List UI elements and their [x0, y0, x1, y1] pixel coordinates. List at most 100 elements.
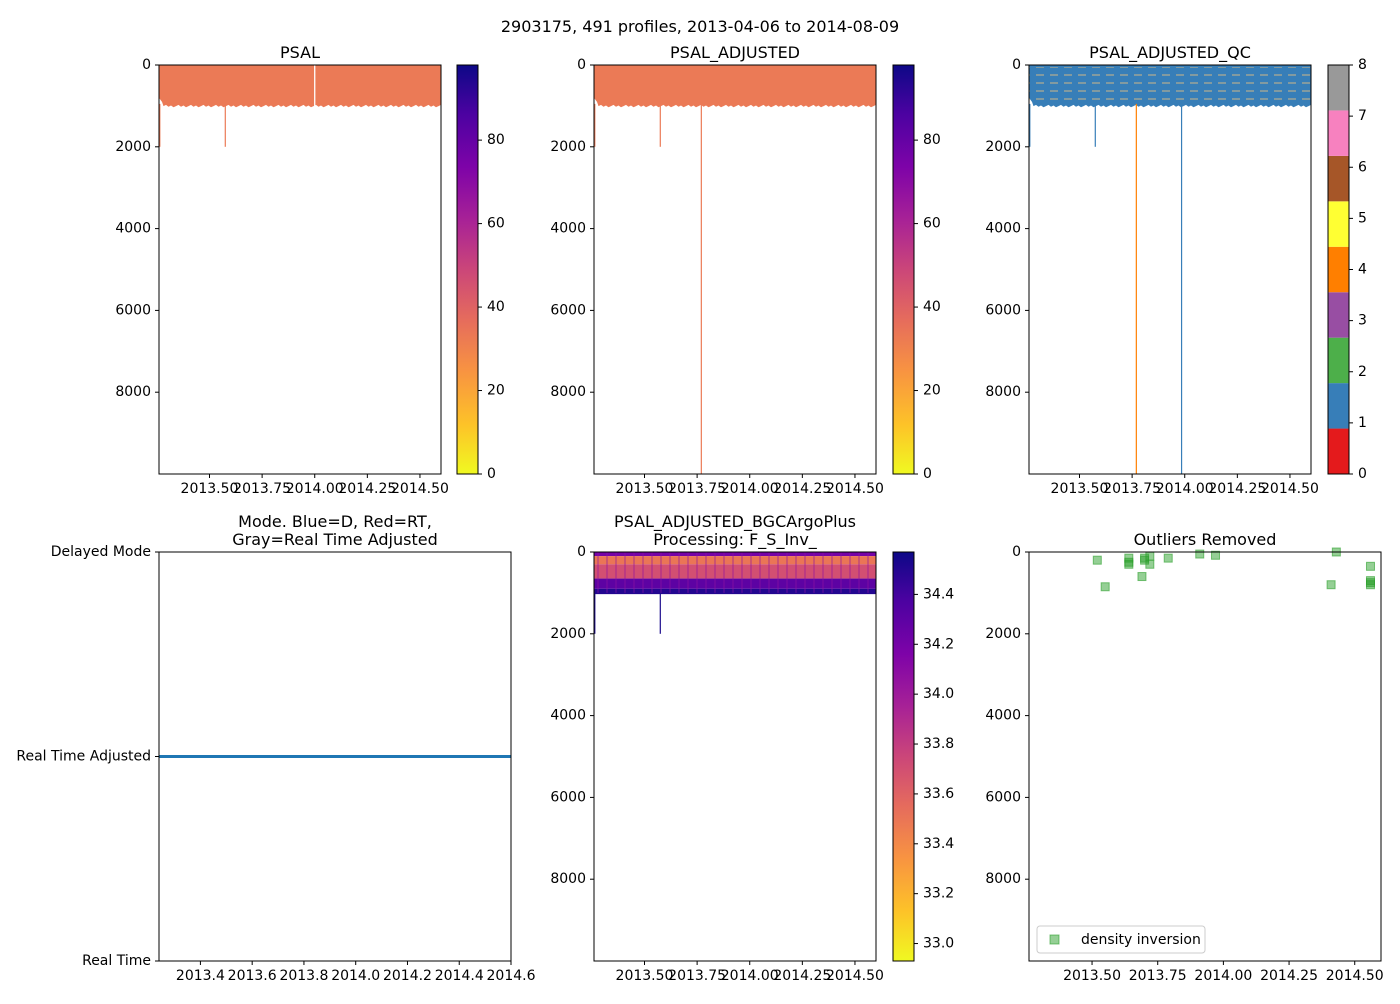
psal_adj-axes-frame	[593, 64, 877, 475]
bgc-colorbar-tick-label: 33.4	[923, 836, 954, 852]
mode-xtick-label: 2014.0	[331, 968, 380, 984]
psal_qc-ytick-label: 8000	[985, 384, 1021, 400]
psal_adj-xtick-label: 2014.00	[721, 481, 779, 497]
psal_qc-xtick-label: 2014.25	[1208, 481, 1266, 497]
psal_qc-colorbar-segment	[1328, 201, 1349, 247]
psal_qc-colorbar-segment	[1328, 65, 1349, 111]
bgc-ytick-label: 0	[577, 544, 586, 560]
psal_adj-xtick-label: 2013.75	[668, 481, 726, 497]
psal_adj-colorbar-tick-label: 60	[923, 216, 941, 232]
bgc-title-line: Processing: F_S_Inv_	[653, 530, 818, 550]
psal-ytick-label: 6000	[115, 302, 151, 318]
psal-xtick-label: 2013.50	[181, 481, 239, 497]
figure-suptitle: 2903175, 491 profiles, 2013-04-06 to 201…	[501, 17, 899, 36]
outliers-point	[1211, 550, 1221, 560]
psal_qc-colorbar-segment	[1328, 383, 1349, 429]
outliers-point	[1326, 580, 1336, 590]
bgc-xtick-label: 2014.50	[826, 968, 884, 984]
outliers-ytick-label: 0	[1012, 544, 1021, 560]
outliers-point	[1124, 559, 1134, 569]
psal_qc-colorbar-tick-label: 1	[1358, 415, 1367, 431]
outliers-point	[1137, 572, 1147, 582]
psal-ytick-label: 4000	[115, 221, 151, 237]
psal_qc-colorbar-segment	[1328, 110, 1349, 156]
psal-ytick-label: 0	[142, 57, 151, 73]
psal_qc-ytick-label: 4000	[985, 221, 1021, 237]
psal_qc-colorbar-tick-label: 4	[1358, 262, 1367, 278]
outliers-point	[1145, 559, 1155, 569]
psal-colorbar-tick-label: 0	[487, 466, 496, 482]
bgc-colorbar-frame	[892, 551, 915, 962]
psal_adj-colorbar-frame	[892, 64, 915, 475]
psal_qc-colorbar-segment	[1328, 246, 1349, 293]
psal_qc-colorbar-segment	[1328, 428, 1349, 474]
psal_adj-colorbar-gradient	[893, 65, 914, 474]
psal-xtick-label: 2014.00	[286, 481, 344, 497]
psal_adj-colorbar-tick-label: 80	[923, 132, 941, 148]
psal_adj-ytick-label: 8000	[550, 384, 586, 400]
outliers-xtick-label: 2013.50	[1063, 968, 1121, 984]
mode-ytick-label: Real Time	[82, 953, 151, 969]
mode-xtick-label: 2014.6	[487, 968, 536, 984]
outliers-point	[1195, 549, 1205, 559]
outliers-legend-box	[1036, 925, 1206, 954]
psal-xtick-label: 2014.25	[338, 481, 396, 497]
outliers-axes-frame	[1028, 551, 1382, 962]
bgc-ytick-label: 4000	[550, 708, 586, 724]
psal_qc-title: PSAL_ADJUSTED_QC	[1089, 43, 1251, 63]
mode-xtick-label: 2014.4	[435, 968, 484, 984]
outliers-ytick-label: 2000	[985, 626, 1021, 642]
psal_qc-qc-flag-streaks	[1029, 67, 1311, 102]
outliers-point	[1145, 551, 1155, 561]
psal_qc-colorbar-tick-label: 0	[1358, 466, 1367, 482]
psal-axes-frame	[158, 64, 442, 475]
mode-xtick-label: 2013.6	[228, 968, 277, 984]
psal-colorbar-tick-label: 40	[487, 299, 505, 315]
bgc-colorbar-tick-label: 33.0	[923, 936, 954, 952]
psal_qc-axes-frame	[1028, 64, 1312, 475]
psal_qc-colorbar-segment	[1328, 292, 1349, 338]
psal_qc-ytick-label: 6000	[985, 302, 1021, 318]
outliers-point	[1365, 561, 1375, 571]
bgc-xtick-label: 2013.50	[616, 968, 674, 984]
outliers-xtick-label: 2013.75	[1129, 968, 1187, 984]
mode-xtick-label: 2013.8	[279, 968, 328, 984]
outliers-ytick-label: 8000	[985, 871, 1021, 887]
bgc-texture	[594, 552, 876, 593]
psal_qc-xtick-label: 2013.75	[1103, 481, 1161, 497]
bgc-colorbar-tick-label: 33.8	[923, 736, 954, 752]
outliers-legend-label: density inversion	[1081, 932, 1201, 948]
psal_qc-colorbar-tick-label: 3	[1358, 313, 1367, 329]
mode-ytick-label: Delayed Mode	[51, 544, 151, 560]
psal-ytick-label: 8000	[115, 384, 151, 400]
bgc-xtick-label: 2013.75	[668, 968, 726, 984]
outliers-xtick-label: 2014.00	[1194, 968, 1252, 984]
psal_qc-colorbar-segment	[1328, 155, 1349, 202]
outliers-ytick-label: 6000	[985, 789, 1021, 805]
psal-colorbar-gradient	[457, 65, 478, 474]
psal-xtick-label: 2013.75	[233, 481, 291, 497]
bgc-title-line: PSAL_ADJUSTED_BGCArgoPlus	[614, 512, 856, 532]
psal_qc-colorbar-segment	[1328, 337, 1349, 384]
psal_adj-ytick-label: 2000	[550, 139, 586, 155]
mode-xtick-label: 2014.2	[383, 968, 432, 984]
bgc-colorbar-tick-label: 34.2	[923, 636, 954, 652]
outliers-title: Outliers Removed	[1134, 530, 1277, 549]
psal_qc-ytick-label: 2000	[985, 139, 1021, 155]
psal-title: PSAL	[280, 43, 320, 62]
psal_adj-ytick-label: 0	[577, 57, 586, 73]
bgc-xtick-label: 2014.25	[773, 968, 831, 984]
psal_adj-colorbar-tick-label: 40	[923, 299, 941, 315]
bgc-ytick-label: 6000	[550, 789, 586, 805]
psal_qc-colorbar-tick-label: 5	[1358, 210, 1367, 226]
psal_qc-colorbar-tick-label: 2	[1358, 364, 1367, 380]
psal_qc-colorbar-tick-label: 8	[1358, 57, 1367, 73]
outliers-xtick-label: 2014.50	[1326, 968, 1384, 984]
psal_qc-xtick-label: 2013.50	[1051, 481, 1109, 497]
mode-title-line: Gray=Real Time Adjusted	[232, 530, 438, 549]
bgc-ytick-label: 2000	[550, 626, 586, 642]
bgc-ytick-label: 8000	[550, 871, 586, 887]
bgc-colorbar-tick-label: 34.0	[923, 686, 954, 702]
bgc-xtick-label: 2014.00	[721, 968, 779, 984]
